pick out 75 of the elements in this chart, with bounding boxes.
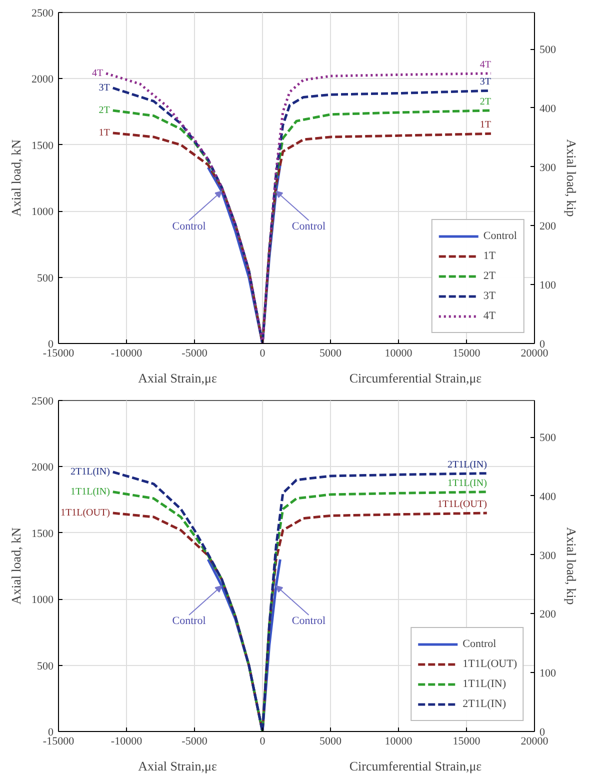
- annotation: 1T: [480, 120, 491, 131]
- y2-tick-label: 200: [540, 220, 556, 233]
- y-tick-label: 1500: [32, 140, 54, 152]
- x-tick-label: -15000: [42, 736, 75, 748]
- x-tick-label: 20000: [520, 736, 549, 748]
- annotation: 2T1L(IN): [447, 459, 487, 470]
- y-tick-label: 0: [48, 338, 54, 350]
- y-tick-label: 2500: [32, 396, 54, 408]
- legend-label: Control: [483, 230, 517, 242]
- annotation: 2T: [98, 104, 110, 116]
- annotation: 1T: [98, 127, 110, 138]
- legend-label: 1T1L(IN): [462, 678, 506, 690]
- legend-label: 1T: [483, 250, 497, 262]
- annotation: 4T: [92, 68, 104, 79]
- x-tick-label: 0: [260, 348, 266, 360]
- y-tick-label: 2500: [32, 8, 54, 20]
- x-tick-label: 10000: [384, 736, 413, 748]
- annotation: Control: [292, 614, 326, 627]
- annotation: 1T1L(OUT): [60, 508, 110, 519]
- x-tick-label: 15000: [452, 348, 481, 360]
- text: Circumferential Strain,με: [349, 370, 482, 386]
- annotation: 3T: [98, 82, 110, 94]
- annotation: 3T: [480, 76, 491, 88]
- y-axis-title: Axial load, kN: [8, 526, 24, 604]
- x-tick-label: -15000: [42, 348, 75, 360]
- x-tick-label: 15000: [452, 736, 481, 748]
- x-tick-label: 0: [260, 736, 266, 748]
- y2-axis-title: Axial load, kip: [564, 139, 579, 217]
- annotation: Control: [172, 614, 206, 627]
- y-tick-label: 1000: [32, 206, 54, 218]
- legend-label: 2T: [483, 270, 497, 282]
- legend-label: 1T1L(OUT): [462, 658, 517, 670]
- y2-tick-label: 300: [540, 162, 556, 174]
- x-tick-label: 5000: [320, 736, 342, 748]
- y2-tick-label: 0: [540, 338, 546, 350]
- annotation: 1T1L(IN): [70, 486, 110, 498]
- y-tick-label: 1000: [32, 594, 54, 606]
- y-axis-title: Axial load, kN: [8, 138, 24, 216]
- annotation: 2T: [480, 96, 491, 108]
- x-tick-label: -10000: [110, 736, 143, 748]
- y2-tick-label: 400: [540, 490, 556, 503]
- annotation: 2T1L(IN): [70, 466, 110, 478]
- text: Axial Strain,με: [138, 758, 218, 774]
- x-tick-label: -5000: [182, 348, 208, 360]
- y-tick-label: 2000: [32, 74, 54, 86]
- legend-label: Control: [462, 638, 496, 650]
- legend-label: 3T: [483, 290, 497, 302]
- annotation: 4T: [480, 59, 491, 70]
- x-tick-label: 10000: [384, 348, 413, 360]
- y2-tick-label: 500: [540, 44, 556, 56]
- y2-tick-label: 400: [540, 102, 556, 115]
- text: Circumferential Strain,με: [349, 758, 482, 774]
- y2-tick-label: 300: [540, 550, 556, 562]
- x-tick-label: -10000: [110, 348, 143, 360]
- annotation: 1T1L(OUT): [437, 499, 487, 510]
- y-tick-label: 500: [37, 272, 54, 284]
- y2-axis-title: Axial load, kip: [564, 527, 579, 605]
- legend-label: 4T: [483, 310, 497, 322]
- annotation: 1T1L(IN): [447, 478, 487, 489]
- text: Axial Strain,με: [138, 370, 218, 386]
- y-tick-label: 0: [48, 726, 54, 738]
- y2-tick-label: 200: [540, 608, 556, 621]
- y2-tick-label: 0: [540, 726, 546, 738]
- annotation: Control: [292, 220, 326, 232]
- x-tick-label: 20000: [520, 348, 549, 360]
- y2-tick-label: 100: [540, 668, 556, 680]
- legend-label: 2T1L(IN): [462, 698, 506, 710]
- y-tick-label: 500: [37, 660, 54, 672]
- y-tick-label: 2000: [32, 462, 54, 474]
- annotation: Control: [172, 220, 206, 232]
- y2-tick-label: 500: [540, 432, 556, 444]
- x-tick-label: -5000: [182, 736, 208, 748]
- x-tick-label: 5000: [320, 348, 342, 360]
- y2-tick-label: 100: [540, 280, 556, 292]
- y-tick-label: 1500: [32, 528, 54, 540]
